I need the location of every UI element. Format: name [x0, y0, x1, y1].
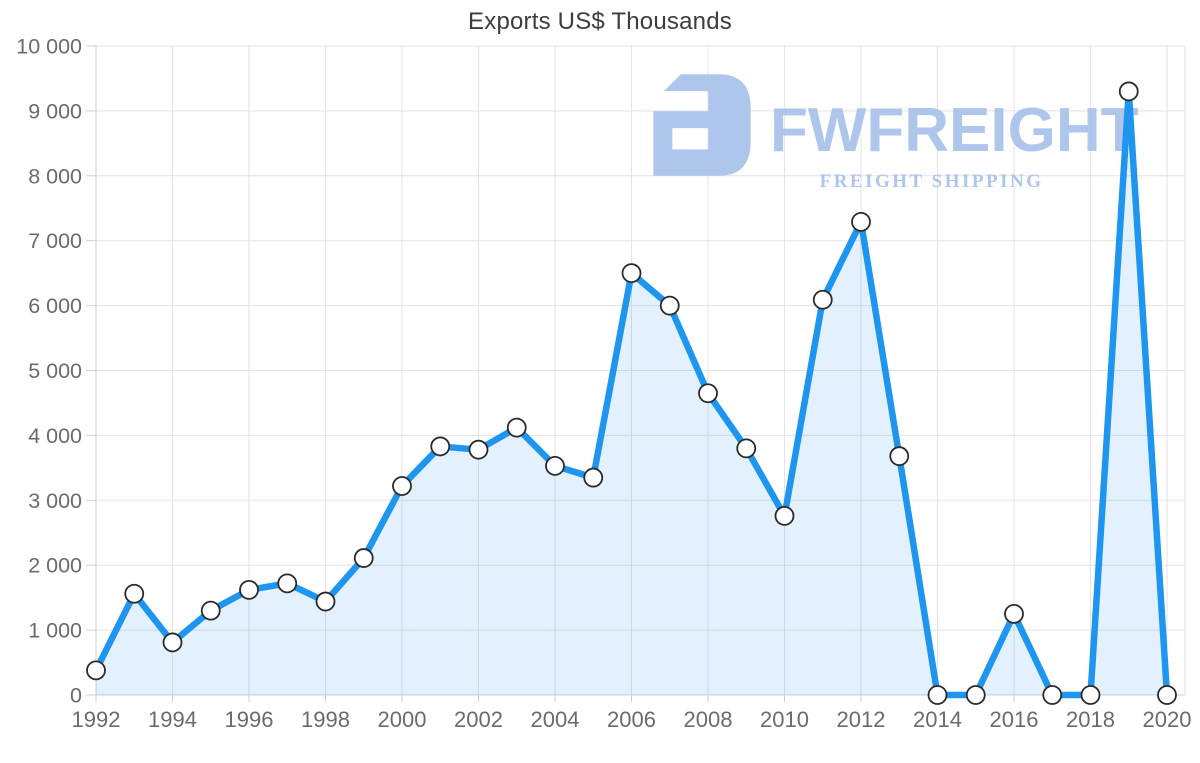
- area-fill: [96, 91, 1167, 696]
- data-point-2013: [889, 446, 910, 467]
- x-tick-label: 2014: [913, 707, 962, 732]
- x-tick-label: 1992: [72, 707, 121, 732]
- data-point-2019: [1118, 81, 1139, 102]
- y-tick-label: 0: [70, 684, 82, 708]
- data-point-2000: [392, 476, 412, 496]
- y-tick-label: 6 000: [28, 294, 82, 318]
- data-point-2018: [1080, 685, 1101, 705]
- y-tick-label: 4 000: [28, 424, 82, 448]
- x-tick-label: 1996: [225, 707, 274, 732]
- x-tick-label: 2006: [607, 707, 656, 732]
- data-point-2008: [698, 383, 718, 404]
- y-tick-label: 7 000: [28, 229, 82, 253]
- x-tick-label: 2008: [684, 707, 733, 732]
- data-point-2004: [545, 456, 565, 476]
- data-point-2003: [506, 417, 527, 438]
- chart-title: Exports US$ Thousands: [468, 8, 732, 35]
- y-tick-label: 10 000: [16, 35, 82, 59]
- data-point-2020: [1157, 685, 1177, 705]
- x-tick-label: 2000: [378, 707, 427, 732]
- x-tick-label: 1994: [148, 707, 197, 732]
- data-point-2017: [1042, 685, 1063, 705]
- data-point-2012: [851, 211, 871, 232]
- data-point-2016: [1004, 603, 1024, 624]
- x-tick-label: 2018: [1066, 707, 1115, 732]
- y-tick-label: 1 000: [28, 619, 82, 643]
- data-point-1998: [315, 591, 336, 612]
- data-point-2014: [927, 685, 948, 705]
- y-tick-label: 5 000: [28, 359, 82, 383]
- data-point-2011: [812, 289, 833, 310]
- data-point-2009: [736, 438, 757, 459]
- data-point-2005: [583, 467, 604, 488]
- data-point-2010: [774, 505, 795, 526]
- data-point-2007: [659, 295, 680, 316]
- x-tick-label: 2020: [1143, 707, 1192, 732]
- x-tick-label: 2012: [837, 707, 886, 732]
- data-point-2002: [468, 439, 489, 460]
- y-tick-label: 3 000: [28, 489, 82, 513]
- y-tick-label: 8 000: [28, 164, 82, 188]
- data-point-1999: [353, 548, 374, 568]
- data-point-1995: [200, 600, 221, 621]
- data-point-1997: [277, 573, 298, 594]
- data-point-1992: [86, 660, 106, 681]
- y-tick-label: 2 000: [28, 554, 82, 578]
- x-tick-label: 2002: [454, 707, 503, 732]
- data-point-1993: [124, 583, 145, 604]
- data-point-2006: [621, 263, 642, 284]
- y-tick-label: 9 000: [28, 99, 82, 123]
- x-tick-label: 1998: [301, 707, 350, 732]
- data-point-2001: [430, 436, 451, 457]
- x-tick-label: 2004: [531, 707, 580, 732]
- data-point-1994: [162, 632, 183, 653]
- x-tick-label: 2010: [760, 707, 809, 732]
- data-point-2015: [965, 685, 986, 705]
- data-point-1996: [239, 579, 259, 600]
- x-tick-label: 2016: [990, 707, 1039, 732]
